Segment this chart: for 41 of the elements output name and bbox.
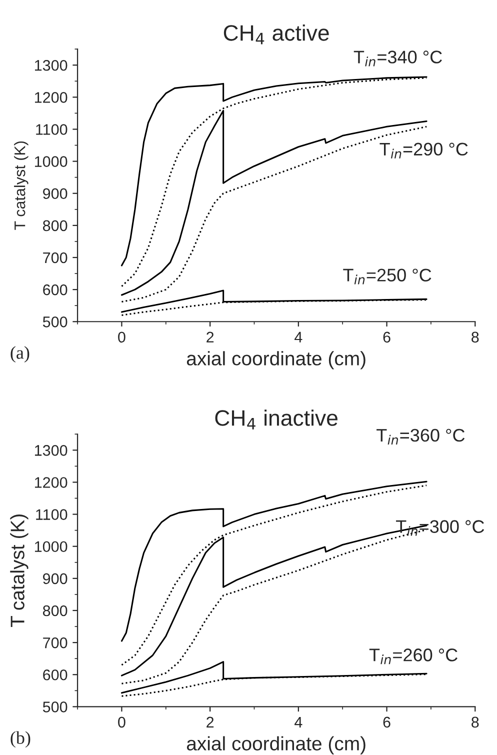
y-tick-label: 600 xyxy=(43,669,68,680)
y-tick-label: 800 xyxy=(42,220,68,232)
x-tick-label: 8 xyxy=(472,716,479,728)
x-axis-title: axial coordinate (cm) xyxy=(186,736,366,754)
x-tick-label: 0 xyxy=(118,716,126,728)
y-tick-label: 1000 xyxy=(34,156,68,167)
y-tick-label: 1200 xyxy=(34,477,68,488)
y-tick-label: 800 xyxy=(42,605,68,616)
annotation: T$_{in}$=340 °C xyxy=(354,50,442,66)
y-tick-label: 900 xyxy=(43,188,68,200)
y-tick-label: 900 xyxy=(43,573,68,584)
y-tick-label: 700 xyxy=(43,252,68,264)
annotation: T$_{in}$=260 °C xyxy=(369,648,458,664)
y-tick-label: 1100 xyxy=(36,124,68,135)
x-tick-label: 2 xyxy=(206,716,214,728)
chart-title: CH$_{4}$ inactive xyxy=(215,410,338,430)
y-tick-label: 1100 xyxy=(36,509,68,520)
y-tick-label: 1000 xyxy=(34,541,68,552)
x-axis-title: axial coordinate (cm) xyxy=(186,351,366,370)
y-tick-label: 500 xyxy=(42,316,68,328)
x-tick-label: 2 xyxy=(206,332,214,342)
x-tick-label: 6 xyxy=(383,716,390,728)
text: (b) xyxy=(10,731,30,748)
y-tick-label: 600 xyxy=(43,284,68,296)
text: (a) xyxy=(10,346,30,363)
y-tick-label: 1300 xyxy=(34,445,68,456)
y-tick-label: 700 xyxy=(43,637,68,648)
y-tick-label: 1200 xyxy=(34,92,68,103)
x-tick-label: 6 xyxy=(383,332,390,343)
y-axis-title: T catalyst (K) xyxy=(10,514,28,628)
x-tick-label: 0 xyxy=(118,332,126,343)
x-tick-label: 8 xyxy=(472,332,479,343)
x-tick-label: 4 xyxy=(294,716,302,728)
annotation: T$_{in}$=290 °C xyxy=(380,142,468,158)
annotation: T$_{in}$=250 °C xyxy=(343,268,432,284)
annotation: T$_{in}$=360 °C xyxy=(376,428,465,444)
x-tick-label: 4 xyxy=(294,332,302,342)
y-tick-label: 1300 xyxy=(34,60,68,71)
y-tick-label: 500 xyxy=(42,702,68,712)
chart-title: CH$_{4}$ active xyxy=(224,24,329,44)
y-axis-title: T catalyst (K) xyxy=(14,141,28,230)
